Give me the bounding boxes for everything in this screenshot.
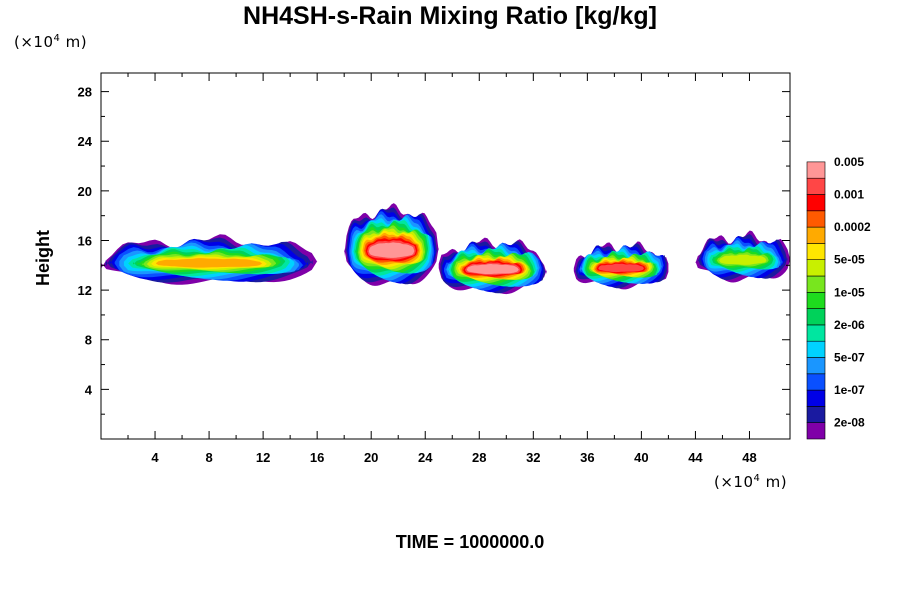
colorbar-swatch — [806, 389, 826, 407]
cloud-region — [438, 237, 547, 295]
y-tick-label: 8 — [85, 333, 92, 348]
cloud-region — [344, 203, 439, 286]
colorbar-swatch — [806, 373, 826, 391]
colorbar-label: 2e-08 — [834, 416, 865, 430]
x-tick-label: 32 — [526, 450, 540, 465]
x-tick-label: 12 — [256, 450, 270, 465]
colorbar-swatch — [806, 226, 826, 244]
x-tick-label: 48 — [742, 450, 756, 465]
colorbar-swatch — [806, 275, 826, 293]
colorbar-swatch — [806, 357, 826, 375]
cloud-region — [695, 230, 790, 283]
x-tick-label: 8 — [205, 450, 212, 465]
y-tick-label: 4 — [85, 382, 93, 397]
y-tick-label: 12 — [78, 283, 92, 298]
colorbar-label: 0.005 — [834, 155, 864, 169]
x-tick-label: 36 — [580, 450, 594, 465]
y-tick-label: 28 — [78, 85, 92, 100]
colorbar-label: 5e-07 — [834, 351, 865, 365]
y-unit-exponent: 4 — [53, 33, 61, 44]
x-tick-label: 4 — [151, 450, 159, 465]
contour-level — [155, 258, 263, 268]
colorbar-label: 2e-06 — [834, 318, 865, 332]
y-tick-label: 20 — [78, 184, 92, 199]
colorbar-swatch — [806, 422, 826, 440]
chart-title: NH4SH-s-Rain Mixing Ratio [kg/kg] — [243, 2, 657, 30]
x-unit-exponent: 4 — [753, 473, 761, 484]
plot-area — [101, 203, 790, 295]
colorbar-swatch — [806, 177, 826, 195]
time-label: TIME = 1000000.0 — [395, 532, 545, 552]
colorbar-swatch — [806, 308, 826, 326]
colorbar: 2e-08 1e-07 5e-07 2e-06 1e-05 5e-05 0.0002 0.00… — [806, 155, 871, 440]
x-unit-suffix: m) — [760, 473, 788, 491]
x-unit-prefix: (×10 — [714, 473, 754, 491]
contour-level — [598, 263, 644, 273]
colorbar-swatch — [806, 324, 826, 342]
colorbar-label: 5e-05 — [834, 253, 865, 267]
colorbar-label: 1e-05 — [834, 285, 865, 299]
x-tick-label: 20 — [364, 450, 378, 465]
plot-frame — [100, 72, 791, 440]
colorbar-swatch — [806, 194, 826, 212]
y-axis-unit: (×104 m) — [14, 33, 87, 51]
x-tick-label: 24 — [418, 450, 433, 465]
y-unit-prefix: (×10 — [14, 33, 54, 51]
colorbar-label: 0.0002 — [834, 220, 871, 234]
y-tick-label: 24 — [78, 134, 93, 149]
colorbar-swatch — [806, 243, 826, 260]
colorbar-label: 0.001 — [834, 188, 864, 202]
contour-level — [719, 254, 767, 265]
y-tick-label: 16 — [78, 233, 92, 248]
cloud-region — [101, 234, 318, 285]
contour-level — [466, 264, 519, 274]
cloud-region — [573, 241, 669, 290]
contour-level — [368, 242, 415, 258]
y-axis-label: Height — [33, 230, 53, 286]
colorbar-swatch — [806, 259, 826, 277]
colorbar-swatch — [806, 161, 826, 179]
x-tick-label: 40 — [634, 450, 648, 465]
x-tick-label: 28 — [472, 450, 486, 465]
colorbar-label: 1e-07 — [834, 383, 865, 397]
colorbar-swatch — [806, 340, 826, 358]
x-axis-unit: (×104 m) — [714, 473, 787, 491]
colorbar-swatch — [806, 406, 826, 423]
y-unit-suffix: m) — [60, 33, 88, 51]
colorbar-swatch — [806, 291, 826, 309]
colorbar-swatch — [806, 210, 826, 228]
x-tick-label: 44 — [688, 450, 703, 465]
x-tick-label: 16 — [310, 450, 324, 465]
